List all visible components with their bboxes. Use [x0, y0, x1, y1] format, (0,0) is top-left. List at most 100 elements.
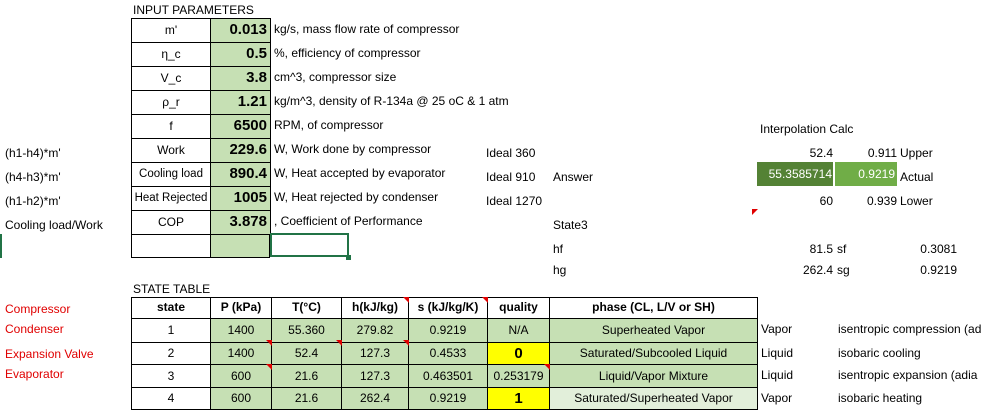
input-description: W, Heat accepted by evaporator — [270, 162, 570, 187]
formula-label-cooling: (h4-h3)*m' — [5, 170, 61, 184]
actual-x[interactable]: 55.3585714 — [757, 162, 833, 186]
input-value[interactable]: 1005 — [210, 186, 271, 211]
component-evaporator: Evaporator — [5, 367, 64, 381]
component-condenser: Condenser — [5, 322, 64, 336]
state-table-header[interactable]: h(kJ/kg) — [341, 297, 409, 319]
input-value[interactable]: 3.878 — [210, 210, 271, 235]
lower-s: 0.939 — [866, 194, 897, 208]
input-label[interactable]: m' — [131, 18, 211, 43]
input-label[interactable]: Work — [131, 138, 211, 163]
sg-value: 0.9219 — [920, 263, 957, 277]
state-table-cell[interactable]: 0.9219 — [408, 387, 488, 410]
state-table-cell[interactable]: Liquid/Vapor Mixture — [549, 364, 758, 388]
input-description: , Coefficient of Performance — [270, 210, 570, 235]
input-label[interactable]: Heat Rejected — [131, 186, 211, 211]
sf-value: 0.3081 — [920, 242, 957, 256]
sf-label: sf — [837, 242, 847, 256]
state-table-cell[interactable]: 21.6 — [271, 364, 342, 388]
state-table-title: STATE TABLE — [133, 282, 211, 296]
state-table-cell[interactable]: 2 — [131, 342, 211, 365]
state-table-header[interactable]: state — [131, 297, 211, 319]
state-table-cell[interactable]: 600 — [210, 387, 272, 410]
state-table-header[interactable]: P (kPa) — [210, 297, 272, 319]
phase-type: Liquid — [761, 346, 794, 360]
state-table-cell[interactable]: 127.3 — [341, 342, 409, 365]
input-description: cm^3, compressor size — [270, 66, 570, 91]
state-table-cell[interactable]: 21.6 — [271, 387, 342, 410]
state-table-cell[interactable]: Saturated/Subcooled Liquid — [549, 342, 758, 365]
comment-indicator — [752, 209, 758, 215]
input-label[interactable]: ρ_r — [131, 90, 211, 115]
state3-title: State3 — [553, 218, 588, 232]
comment-indicator — [544, 364, 550, 370]
upper-s: 0.911 — [867, 146, 897, 160]
sg-label: sg — [837, 263, 850, 277]
state-table-cell[interactable]: 52.4 — [271, 342, 342, 365]
state-table-cell[interactable]: 0.463501 — [408, 364, 488, 388]
hg-label: hg — [553, 263, 567, 277]
formula-label-cop: Cooling load/Work — [5, 218, 103, 232]
actual-label: Actual — [900, 170, 934, 184]
input-parameters-title: INPUT PARAMETERS — [133, 3, 254, 17]
state-table-cell[interactable]: 1 — [131, 318, 211, 343]
comment-indicator — [266, 364, 272, 370]
process-description: isobaric cooling — [838, 346, 921, 360]
comment-indicator — [403, 297, 409, 303]
comment-indicator — [266, 340, 272, 346]
input-value[interactable]: 0.5 — [210, 42, 271, 67]
state-table-cell[interactable]: 279.82 — [341, 318, 409, 343]
state-table-header[interactable]: T(°C) — [271, 297, 342, 319]
empty-value-cell[interactable] — [210, 234, 270, 258]
input-description: kg/s, mass flow rate of compressor — [270, 18, 570, 43]
input-value[interactable]: 6500 — [210, 114, 271, 139]
state-table-cell[interactable]: 0 — [487, 342, 550, 365]
comment-indicator — [482, 297, 488, 303]
ideal-cooling: Ideal 910 — [486, 170, 536, 184]
state-table-header[interactable]: s (kJ/kg/K) — [408, 297, 488, 319]
ideal-work: Ideal 360 — [486, 146, 536, 160]
input-value[interactable]: 229.6 — [210, 138, 271, 163]
state-table-cell[interactable]: 55.360 — [271, 318, 342, 343]
state-table-cell[interactable]: Superheated Vapor — [549, 318, 758, 343]
input-label[interactable]: f — [131, 114, 211, 139]
ideal-heat: Ideal 1270 — [486, 194, 543, 208]
hg-value: 262.4 — [802, 263, 833, 277]
input-value[interactable]: 890.4 — [210, 162, 271, 187]
input-label[interactable]: COP — [131, 210, 211, 235]
state-table-header[interactable]: quality — [487, 297, 550, 319]
state-table-cell[interactable]: Saturated/Superheated Vapor — [549, 387, 758, 410]
state-table-cell[interactable]: 1400 — [210, 318, 272, 343]
interpolation-title: Interpolation Calc — [760, 122, 854, 136]
input-value[interactable]: 1.21 — [210, 90, 271, 115]
state-table-cell[interactable]: 1 — [487, 387, 550, 410]
state-table-cell[interactable]: 0.4533 — [408, 342, 488, 365]
state-table-cell[interactable]: 0.253179 — [487, 364, 550, 388]
phase-type: Vapor — [761, 391, 793, 405]
selected-cell[interactable] — [270, 233, 349, 257]
state-table-cell[interactable]: 0.9219 — [408, 318, 488, 343]
upper-x: 52.4 — [809, 146, 833, 160]
input-description: kg/m^3, density of R-134a @ 25 oC & 1 at… — [270, 90, 570, 115]
input-label[interactable]: Cooling load — [131, 162, 211, 187]
state-table-cell[interactable]: 1400 — [210, 342, 272, 365]
input-value[interactable]: 0.013 — [210, 18, 271, 43]
comment-indicator — [336, 340, 342, 346]
state-table-cell[interactable]: 262.4 — [341, 387, 409, 410]
state-table-header[interactable]: phase (CL, L/V or SH) — [549, 297, 758, 319]
state-table-cell[interactable]: 3 — [131, 364, 211, 388]
phase-type: Liquid — [761, 368, 794, 382]
process-description: isentropic expansion (adia — [838, 368, 978, 382]
formula-label-work: (h1-h4)*m' — [5, 146, 61, 160]
empty-label-cell[interactable] — [131, 234, 211, 258]
fill-handle[interactable] — [346, 255, 351, 260]
input-label[interactable]: η_c — [131, 42, 211, 67]
component-compressor: Compressor — [5, 302, 71, 316]
state-table-cell[interactable]: 600 — [210, 364, 272, 388]
state-table-cell[interactable]: 4 — [131, 387, 211, 410]
input-label[interactable]: V_c — [131, 66, 211, 91]
input-value[interactable]: 3.8 — [210, 66, 271, 91]
state-table-cell[interactable]: N/A — [487, 318, 550, 343]
actual-s[interactable]: 0.9219 — [835, 162, 897, 186]
phase-type: Vapor — [761, 322, 793, 336]
state-table-cell[interactable]: 127.3 — [341, 364, 409, 388]
